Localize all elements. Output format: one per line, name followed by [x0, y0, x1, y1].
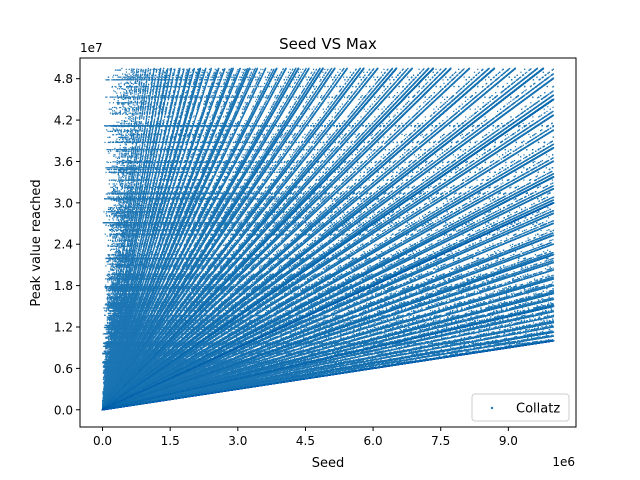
y-tick-label: 3.6 — [54, 155, 73, 169]
legend-marker — [490, 406, 494, 410]
x-tick-label: 9.0 — [499, 434, 518, 448]
x-tick-label: 7.5 — [431, 434, 450, 448]
legend-box — [471, 393, 570, 422]
x-tick-label: 6.0 — [364, 434, 383, 448]
y-tick-label: 1.2 — [54, 320, 73, 334]
y-tick-label: 4.2 — [54, 114, 73, 128]
legend-label-collatz: Collatz — [516, 402, 560, 417]
y-tick-label: 0.0 — [54, 403, 73, 417]
y-tick-label: 4.8 — [54, 72, 73, 86]
plot-frame — [79, 57, 577, 428]
x-tick-label: 1.5 — [161, 434, 180, 448]
x-tick-label: 3.0 — [228, 434, 247, 448]
y-axis-label: Peak value reached — [29, 179, 44, 306]
y-tick-label: 1.8 — [54, 279, 73, 293]
x-axis-label: Seed — [312, 456, 345, 471]
y-tick-label: 2.4 — [54, 238, 73, 252]
x-axis-offset-text: 1e6 — [552, 455, 575, 469]
chart-title: Seed VS Max — [279, 35, 377, 53]
y-tick-label: 3.0 — [54, 196, 73, 210]
x-axis-ticks: 0.0 1.5 3.0 4.5 6.0 7.5 9.0 — [93, 427, 518, 448]
x-tick-label: 4.5 — [296, 434, 315, 448]
legend: Collatz — [471, 393, 570, 422]
x-tick-label: 0.0 — [93, 434, 112, 448]
y-tick-label: 0.6 — [54, 362, 73, 376]
y-axis-ticks: 0.0 0.6 1.2 1.8 2.4 3.0 3.6 4.2 4.8 — [54, 72, 80, 417]
y-axis-offset-text: 1e7 — [80, 41, 103, 55]
